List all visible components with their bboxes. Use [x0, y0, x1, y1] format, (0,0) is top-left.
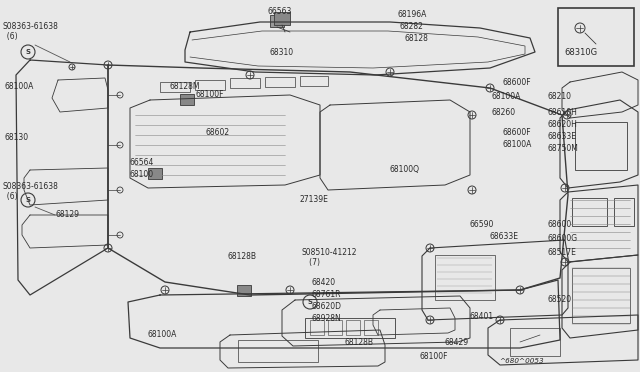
- Bar: [614, 198, 634, 226]
- Bar: [230, 78, 260, 88]
- Text: 68282: 68282: [400, 22, 424, 31]
- Text: 68310: 68310: [270, 48, 294, 57]
- Text: S: S: [307, 299, 312, 305]
- Bar: [180, 94, 194, 105]
- Text: 68100A: 68100A: [492, 92, 522, 101]
- Bar: [328, 320, 342, 335]
- Bar: [558, 8, 634, 66]
- Text: 68260: 68260: [492, 108, 516, 117]
- Text: S08363-61638
  (6): S08363-61638 (6): [2, 22, 58, 41]
- Bar: [572, 268, 630, 323]
- Text: 66564: 66564: [130, 158, 154, 167]
- Text: 68420: 68420: [312, 278, 336, 287]
- Text: 68600: 68600: [548, 220, 572, 229]
- Text: 68620H: 68620H: [548, 120, 578, 129]
- Text: 68520: 68520: [548, 295, 572, 304]
- Text: 66590: 66590: [470, 220, 494, 229]
- Bar: [237, 285, 251, 296]
- Bar: [270, 15, 284, 27]
- Bar: [346, 320, 360, 335]
- Bar: [300, 76, 328, 86]
- Text: 68750M: 68750M: [548, 144, 579, 153]
- Text: 68128M: 68128M: [170, 82, 200, 91]
- Text: 66563: 66563: [268, 7, 292, 16]
- Text: 68130: 68130: [4, 133, 28, 142]
- Text: S: S: [26, 49, 31, 55]
- Text: 68610H: 68610H: [548, 108, 578, 117]
- Text: 68761R: 68761R: [312, 290, 342, 299]
- Text: 68310G: 68310G: [564, 48, 597, 57]
- Text: 27139E: 27139E: [300, 195, 329, 204]
- Text: 68100A: 68100A: [4, 82, 33, 91]
- Text: 68128B: 68128B: [228, 252, 257, 261]
- Bar: [364, 320, 378, 335]
- Bar: [265, 77, 295, 87]
- Text: 68600G: 68600G: [548, 234, 578, 243]
- Bar: [148, 168, 162, 179]
- Bar: [510, 328, 560, 356]
- Bar: [305, 318, 395, 338]
- Text: 68620D: 68620D: [312, 302, 342, 311]
- Text: S08363-61638
  (6): S08363-61638 (6): [2, 182, 58, 201]
- Text: ^680^0053: ^680^0053: [499, 358, 544, 364]
- Text: 68100: 68100: [130, 170, 154, 179]
- Bar: [195, 80, 225, 90]
- Text: 68100F: 68100F: [420, 352, 449, 361]
- Text: 68600F: 68600F: [503, 78, 532, 87]
- Bar: [310, 320, 324, 335]
- Text: 68196A: 68196A: [398, 10, 428, 19]
- Text: 68401: 68401: [470, 312, 494, 321]
- Text: 68129: 68129: [55, 210, 79, 219]
- Text: 68100A: 68100A: [503, 140, 532, 149]
- Text: 68100A: 68100A: [148, 330, 177, 339]
- Text: 68928N: 68928N: [312, 314, 342, 323]
- Text: 68128B: 68128B: [345, 338, 374, 347]
- Bar: [160, 82, 190, 92]
- Bar: [572, 198, 607, 226]
- Text: 68100F: 68100F: [196, 90, 225, 99]
- Text: 68210: 68210: [548, 92, 572, 101]
- Text: S08510-41212
   (7): S08510-41212 (7): [302, 248, 358, 267]
- Text: 68100Q: 68100Q: [390, 165, 420, 174]
- Text: S: S: [26, 197, 31, 203]
- Bar: [575, 122, 627, 170]
- Text: 68633E: 68633E: [490, 232, 519, 241]
- Bar: [238, 340, 318, 362]
- Text: 68128: 68128: [405, 34, 429, 43]
- Text: 68517E: 68517E: [548, 248, 577, 257]
- Text: 68600F: 68600F: [503, 128, 532, 137]
- Text: 68602: 68602: [205, 128, 229, 137]
- Text: 68429: 68429: [445, 338, 469, 347]
- Bar: [435, 255, 495, 300]
- Text: 68633E: 68633E: [548, 132, 577, 141]
- Bar: [274, 12, 290, 25]
